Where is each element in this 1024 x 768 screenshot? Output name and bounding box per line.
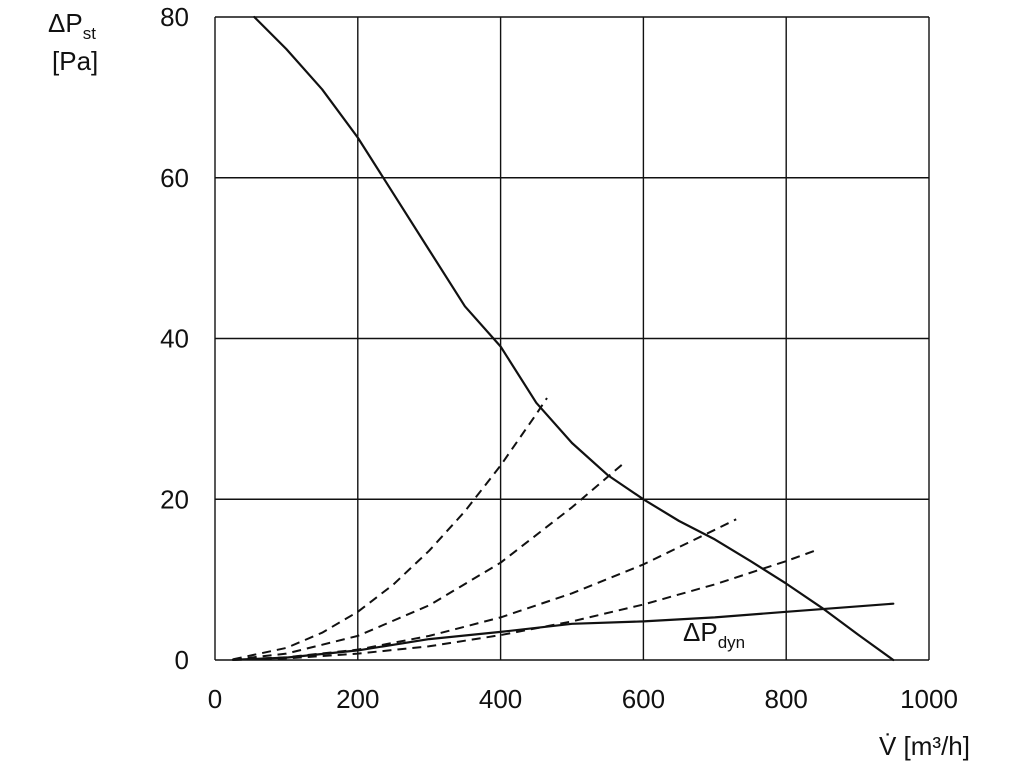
y-axis-title: ΔPst: [48, 8, 96, 43]
y-axis-subscript: st: [83, 24, 97, 43]
series-layer: [231, 15, 895, 662]
dynamic-pressure-label: ΔPdyn: [683, 617, 745, 652]
x-tick-label: 400: [479, 684, 522, 714]
y-axis-unit: [Pa]: [52, 46, 98, 76]
y-tick-label: 80: [160, 2, 189, 32]
dynamic-pressure-subscript: dyn: [718, 633, 745, 652]
x-tick-label: 600: [622, 684, 665, 714]
x-axis-title: V̇ [m³/h]: [879, 731, 970, 761]
x-tick-label: 800: [765, 684, 808, 714]
y-tick-label: 0: [175, 645, 189, 675]
x-tick-label: 0: [208, 684, 222, 714]
x-tick-label: 1000: [900, 684, 958, 714]
y-tick-label: 20: [160, 484, 189, 514]
y-tick-label: 40: [160, 324, 189, 354]
dynamic-pressure-symbol: ΔP: [683, 617, 718, 647]
x-tick-label: 200: [336, 684, 379, 714]
series-line-5: [232, 518, 737, 661]
series-line-6: [232, 549, 816, 661]
series-line-1: [253, 15, 895, 662]
series-line-3: [232, 397, 548, 661]
series-line-4: [232, 463, 623, 661]
y-tick-label: 60: [160, 163, 189, 193]
x-axis-unit: [m³/h]: [904, 731, 970, 761]
series-line-2: [231, 602, 895, 661]
grid: [214, 16, 930, 661]
x-axis-symbol: V̇: [879, 731, 897, 761]
y-axis-symbol: ΔP: [48, 8, 83, 38]
tick-labels: 0 200 400 600 800 1000 0 20 40 60 80: [160, 2, 958, 714]
